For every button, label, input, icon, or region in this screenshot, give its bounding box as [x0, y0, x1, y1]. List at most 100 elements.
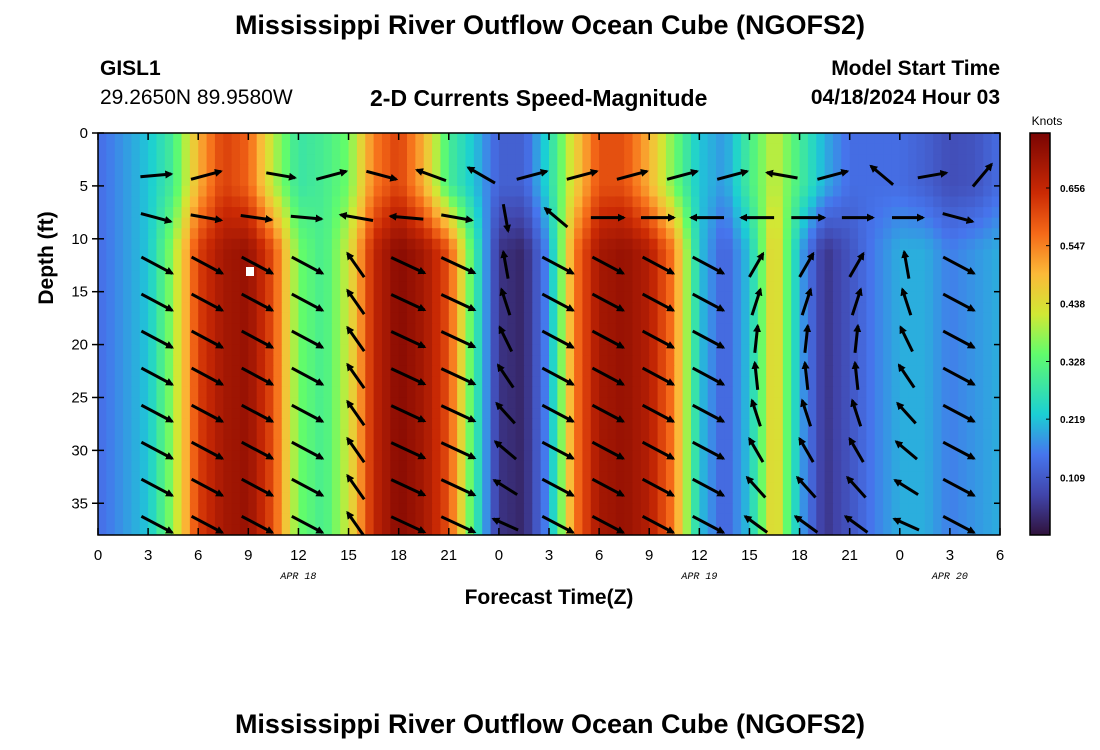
heatmap-cell: [281, 185, 291, 198]
heatmap-cell: [532, 471, 542, 483]
heatmap-cell: [908, 471, 918, 483]
current-vector-arrow: [390, 515, 427, 534]
heatmap-cell: [816, 291, 826, 303]
heatmap-cell: [941, 418, 951, 430]
heatmap-cell: [440, 143, 450, 155]
heatmap-cell: [749, 133, 759, 145]
heatmap-cell: [841, 450, 851, 462]
heatmap-cell: [782, 259, 792, 272]
heatmap-cell: [682, 397, 692, 409]
heatmap-cell: [866, 524, 876, 535]
heatmap-cell: [874, 228, 884, 240]
heatmap-cell: [223, 154, 233, 166]
heatmap-cell: [482, 503, 492, 515]
heatmap-cell: [189, 291, 199, 303]
heatmap-cell: [974, 196, 984, 208]
heatmap-cell: [156, 418, 166, 430]
heatmap-cell: [265, 154, 274, 166]
heatmap-cell: [348, 281, 358, 293]
heatmap-cell: [590, 302, 600, 314]
x-tick-label: 21: [440, 547, 457, 564]
heatmap-cell: [248, 196, 258, 208]
heatmap-cell: [899, 386, 909, 399]
heatmap-cell: [415, 249, 425, 261]
heatmap-cell: [98, 355, 107, 367]
heatmap-cell: [248, 323, 258, 335]
heatmap-cell: [983, 312, 993, 325]
heatmap-cell: [298, 397, 308, 409]
heatmap-cell: [916, 429, 926, 441]
heatmap-cell: [741, 439, 751, 451]
heatmap-cell: [858, 175, 867, 187]
heatmap-cell: [356, 217, 366, 229]
heatmap-cell: [749, 503, 759, 515]
heatmap-cell: [749, 249, 759, 261]
heatmap-cell: [239, 460, 249, 473]
heatmap-cell: [365, 249, 375, 261]
heatmap-cell: [415, 503, 425, 515]
heatmap-cell: [983, 524, 993, 535]
heatmap-cell: [632, 196, 642, 208]
heatmap-cell: [273, 386, 283, 399]
heatmap-cell: [273, 175, 283, 187]
heatmap-cell: [724, 450, 734, 462]
heatmap-cell: [899, 450, 909, 462]
heatmap-cell: [348, 450, 358, 462]
heatmap-cell: [724, 376, 734, 388]
heatmap-cell: [273, 439, 283, 451]
heatmap-cell: [381, 439, 391, 451]
heatmap-cell: [941, 312, 951, 325]
heatmap-cell: [607, 334, 617, 346]
heatmap-cell: [565, 429, 575, 441]
heatmap-cell: [473, 143, 483, 155]
heatmap-cell: [599, 207, 609, 219]
heatmap-cell: [448, 323, 458, 335]
heatmap-cell: [139, 492, 149, 504]
heatmap-cell: [933, 482, 943, 494]
heatmap-cell: [632, 175, 642, 187]
heatmap-cell: [198, 439, 208, 451]
chart-subtitle: 2-D Currents Speed-Magnitude: [370, 85, 708, 111]
heatmap-cell: [590, 460, 600, 473]
heatmap-cell: [741, 460, 751, 473]
heatmap-cell: [966, 386, 976, 399]
heatmap-cell: [949, 460, 959, 473]
heatmap-cell: [707, 228, 717, 240]
heatmap-cell: [699, 143, 709, 155]
heatmap-cell: [991, 429, 1000, 441]
heatmap-cell: [457, 439, 467, 451]
heatmap-cell: [958, 482, 968, 494]
heatmap-cell: [114, 143, 124, 155]
heatmap-cell: [448, 503, 458, 515]
heatmap-cell: [189, 133, 199, 145]
heatmap-cell: [991, 175, 1000, 187]
heatmap-cell: [866, 175, 876, 187]
current-vector-arrow: [440, 404, 477, 423]
heatmap-cell: [757, 450, 767, 462]
current-vector-arrow: [346, 288, 366, 316]
heatmap-cell: [732, 397, 742, 409]
heatmap-cell: [214, 312, 224, 325]
heatmap-cell: [106, 143, 116, 155]
heatmap-cell: [365, 471, 375, 483]
heatmap-cell: [256, 471, 266, 483]
heatmap-cell: [181, 365, 191, 377]
heatmap-cell: [323, 207, 333, 219]
heatmap-cell: [432, 365, 442, 377]
heatmap-cell: [891, 185, 901, 198]
heatmap-cell: [206, 207, 216, 219]
heatmap-cell: [724, 386, 734, 399]
current-vector-arrow: [140, 440, 174, 460]
heatmap-cell: [398, 249, 408, 261]
heatmap-cell: [498, 503, 508, 515]
heatmap-cell: [173, 471, 183, 483]
heatmap-cell: [206, 482, 216, 494]
heatmap-cell: [173, 386, 183, 399]
heatmap-cell: [607, 312, 617, 325]
heatmap-cell: [482, 259, 492, 272]
heatmap-cell: [214, 185, 224, 198]
heatmap-cell: [891, 323, 901, 335]
heatmap-cell: [290, 482, 300, 494]
heatmap-cell: [490, 291, 500, 303]
heatmap-cell: [131, 355, 141, 367]
